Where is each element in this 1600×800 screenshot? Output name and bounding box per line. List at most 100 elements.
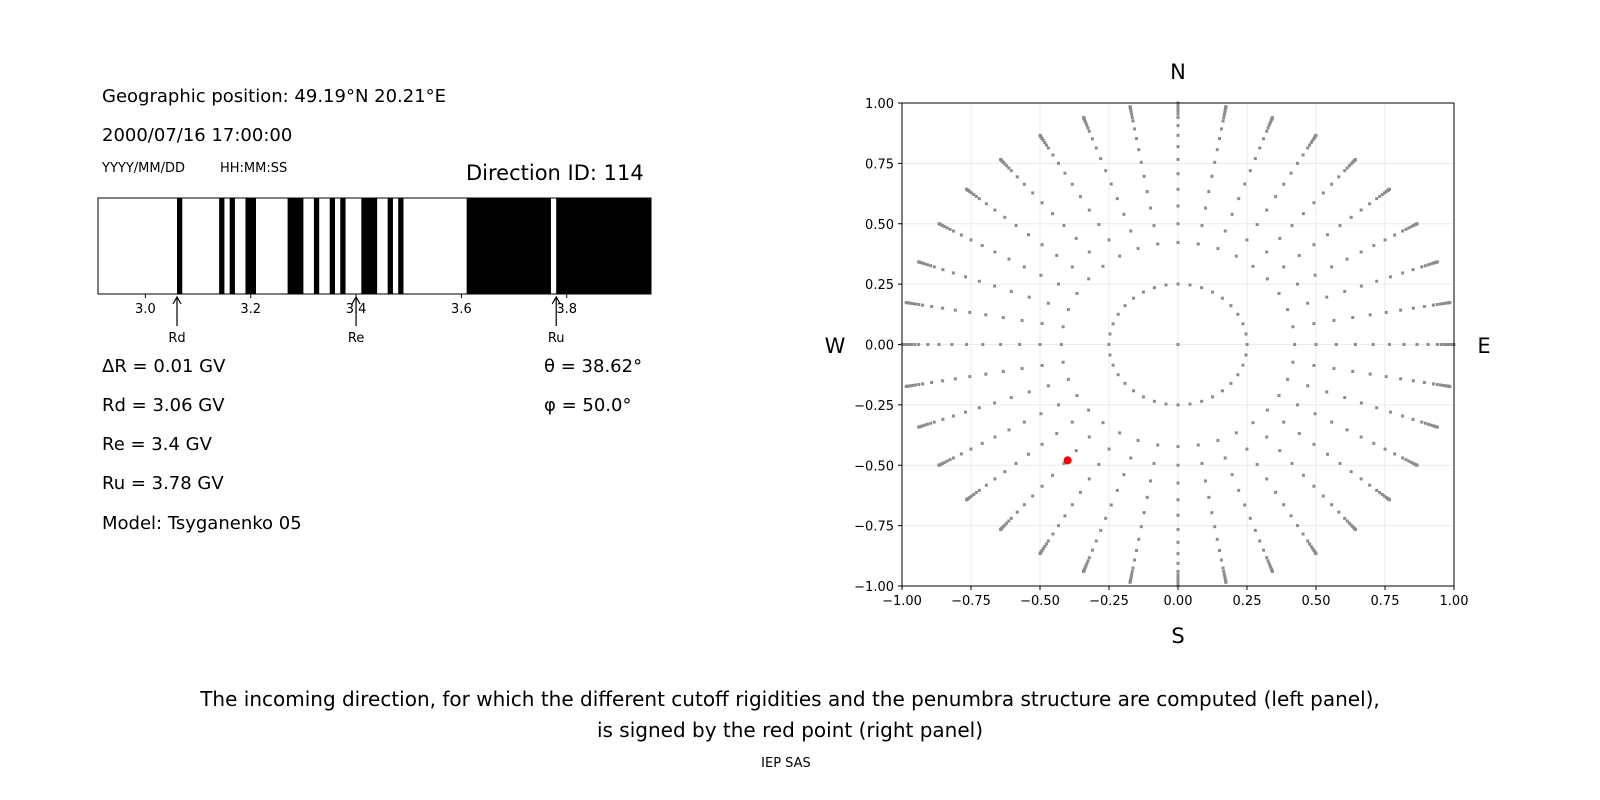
- grid-point: [1245, 343, 1249, 346]
- grid-point: [1448, 384, 1452, 388]
- grid-point: [1420, 265, 1424, 269]
- grid-point: [1265, 556, 1269, 560]
- grid-point: [1223, 456, 1227, 460]
- grid-point: [1291, 325, 1295, 329]
- grid-point: [1118, 431, 1122, 435]
- x-tick-label: 0.50: [1302, 594, 1331, 609]
- grid-point: [1343, 289, 1347, 293]
- grid-point: [1401, 271, 1405, 275]
- grid-point: [909, 343, 913, 346]
- grid-point: [1371, 343, 1375, 346]
- grid-point: [1133, 127, 1137, 131]
- grid-point: [1087, 408, 1091, 412]
- grid-point: [917, 260, 921, 264]
- grid-point: [1040, 201, 1044, 205]
- grid-point: [1404, 458, 1408, 462]
- grid-point: [1330, 265, 1334, 269]
- grid-point: [1039, 412, 1043, 416]
- grid-point: [1123, 304, 1127, 308]
- penumbra-band: [398, 198, 404, 294]
- grid-point: [1244, 353, 1248, 357]
- grid-point: [1051, 153, 1055, 157]
- x-tick-label: 1.00: [1440, 594, 1469, 609]
- marker-label: Re: [348, 331, 364, 346]
- grid-point: [1230, 212, 1234, 216]
- grid-point: [1314, 552, 1318, 556]
- grid-point: [977, 406, 981, 410]
- grid-point: [1070, 265, 1074, 269]
- penumbra-band: [387, 198, 393, 294]
- grid-point: [1368, 202, 1372, 206]
- grid-point: [1145, 495, 1149, 499]
- grid-point: [948, 458, 952, 462]
- grid-point: [1082, 569, 1086, 573]
- marker-label: Rd: [168, 331, 185, 346]
- grid-point: [911, 383, 915, 387]
- grid-point: [1134, 137, 1138, 141]
- grid-point: [1129, 577, 1133, 581]
- grid-point: [1090, 548, 1094, 552]
- grid-point: [1086, 559, 1090, 563]
- grid-point: [943, 225, 947, 229]
- delta-r: ΔR = 0.01 GV: [102, 356, 226, 377]
- grid-point: [1368, 372, 1372, 376]
- grid-point: [1248, 169, 1252, 173]
- grid-point: [1422, 381, 1426, 385]
- grid-point: [1223, 108, 1227, 112]
- grid-point: [1427, 422, 1431, 426]
- y-tick-label: 0.25: [865, 278, 894, 293]
- grid-point: [929, 264, 933, 268]
- grid-point: [1388, 275, 1392, 279]
- grid-point: [1097, 223, 1101, 227]
- grid-point: [1229, 381, 1233, 385]
- grid-point: [1253, 528, 1257, 532]
- grid-point: [1219, 558, 1223, 562]
- grid-point: [1308, 542, 1312, 546]
- grid-point: [1337, 175, 1341, 179]
- grid-point: [1046, 384, 1050, 388]
- grid-point: [1176, 513, 1180, 517]
- grid-point: [1108, 353, 1112, 357]
- grid-point: [1051, 532, 1055, 536]
- grid-point: [1152, 399, 1156, 403]
- grid-point: [1265, 208, 1269, 212]
- date-format: YYYY/MM/DD: [102, 161, 185, 176]
- grid-point: [1129, 456, 1133, 460]
- grid-point: [1087, 477, 1091, 481]
- grid-point: [1431, 303, 1435, 307]
- grid-point: [1251, 421, 1255, 425]
- grid-point: [1423, 421, 1427, 425]
- grid-point: [974, 491, 978, 495]
- selected-direction-point: [1063, 456, 1072, 465]
- grid-point: [1200, 286, 1204, 290]
- grid-point: [1262, 137, 1266, 141]
- grid-point: [1074, 449, 1078, 453]
- direction-north: N: [1170, 60, 1186, 84]
- grid-point: [1278, 449, 1282, 453]
- grid-point: [1325, 295, 1329, 299]
- grid-point: [1330, 503, 1334, 507]
- grid-point: [965, 343, 969, 346]
- grid-point: [1176, 112, 1180, 116]
- grid-point: [1349, 470, 1353, 474]
- grid-point: [951, 271, 955, 275]
- grid-point: [1314, 133, 1318, 137]
- grid-point: [1149, 479, 1153, 483]
- grid-point: [1423, 264, 1427, 268]
- grid-point: [1253, 157, 1257, 161]
- grid-point: [1152, 286, 1156, 290]
- grid-point: [1296, 524, 1300, 528]
- grid-point: [1441, 302, 1445, 306]
- grid-point: [1061, 360, 1065, 364]
- grid-point: [1309, 140, 1313, 144]
- x-tick-label: −1.00: [882, 594, 922, 609]
- grid-point: [1330, 420, 1334, 424]
- penumbra-band: [287, 198, 304, 294]
- grid-point: [1265, 477, 1269, 481]
- grid-point: [1411, 379, 1415, 383]
- grid-point: [1321, 191, 1325, 195]
- grid-point: [1009, 169, 1013, 173]
- grid-point: [923, 262, 927, 266]
- grid-point: [925, 263, 929, 267]
- grid-point: [917, 382, 921, 386]
